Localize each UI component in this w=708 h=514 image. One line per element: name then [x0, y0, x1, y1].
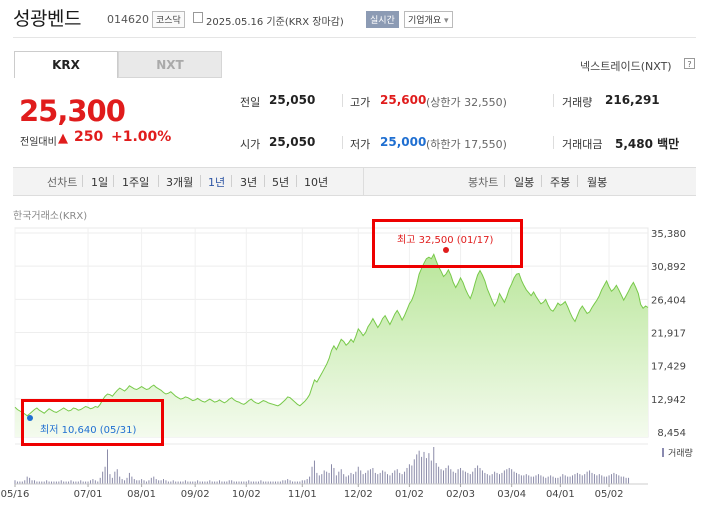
tab-krx[interactable]: KRX: [14, 51, 118, 78]
chevron-down-icon: ▾: [444, 16, 449, 26]
company-info-label: 기업개요: [408, 16, 442, 26]
volume-label: 거래량: [562, 96, 593, 109]
period-1y[interactable]: 1년: [208, 176, 226, 189]
period-3m[interactable]: 3개월: [166, 176, 194, 189]
low-label: 저가: [350, 138, 371, 151]
chart-toolbar: [13, 167, 696, 196]
company-info-button[interactable]: 기업개요 ▾: [404, 11, 453, 28]
stat-divider: [342, 136, 343, 149]
prev-close-value: 25,050: [269, 93, 316, 107]
realtime-button[interactable]: 실시간: [366, 11, 399, 28]
market-badge: 코스닥: [152, 11, 185, 28]
min-point: [27, 415, 33, 421]
nxt-link[interactable]: 넥스트레이드(NXT): [580, 60, 672, 73]
y-tick-label: 35,380: [651, 229, 686, 240]
y-tick-label: 8,454: [657, 428, 686, 439]
candle-monthly[interactable]: 월봉: [587, 176, 608, 189]
high-label: 고가: [350, 96, 371, 109]
y-tick-label: 17,429: [651, 362, 686, 373]
change-label: 전일대비: [20, 137, 57, 148]
toolbar-divider: [577, 175, 578, 187]
prev-close-label: 전일: [240, 96, 261, 109]
tab-nxt[interactable]: NXT: [118, 51, 222, 78]
y-tick-label: 21,917: [651, 329, 686, 340]
toolbar-divider: [158, 175, 159, 187]
open-label: 시가: [240, 138, 261, 151]
price-line: [14, 253, 649, 417]
y-tick-label: 30,892: [651, 262, 686, 273]
x-tick-label: 05/16: [1, 489, 30, 500]
period-10y[interactable]: 10년: [304, 176, 329, 189]
x-tick-label: 08/01: [127, 489, 156, 500]
upper-limit: (상한가 32,550): [426, 96, 507, 109]
toolbar-divider: [504, 175, 505, 187]
stock-name: 성광벤드: [13, 8, 81, 30]
volume-value: 216,291: [605, 93, 660, 107]
x-tick-label: 04/01: [546, 489, 575, 500]
max-label: 최고 32,500 (01/17): [397, 234, 493, 246]
x-axis: 05/16 07/01 08/01 09/02 10/02 11/01 12/02 01/02…: [1, 484, 624, 500]
base-date: 2025.05.16 기준(KRX 장마감): [206, 17, 344, 28]
period-5y[interactable]: 5년: [272, 176, 290, 189]
candle-weekly[interactable]: 주봉: [550, 176, 571, 189]
max-point: [443, 247, 449, 253]
toolbar-divider: [231, 175, 232, 187]
calendar-icon: [193, 12, 203, 23]
stock-code: 014620: [107, 13, 149, 26]
y-tick-label: 26,404: [651, 295, 686, 306]
y-axis: 35,380 30,892 26,404 21,917 17,429 12,942 8,45…: [651, 229, 686, 439]
x-tick-label: 09/02: [181, 489, 210, 500]
min-highlight-box: [21, 399, 164, 446]
open-value: 25,050: [269, 135, 316, 149]
volume-bars: [14, 443, 648, 485]
x-tick-label: 10/02: [232, 489, 261, 500]
min-label: 최저 10,640 (05/31): [40, 424, 136, 436]
amount-value: 5,480 백만: [615, 137, 680, 151]
x-tick-label: 03/04: [497, 489, 526, 500]
x-tick-label: 12/02: [344, 489, 373, 500]
stat-divider: [342, 94, 343, 107]
up-arrow-icon: ▲: [58, 131, 68, 146]
candle-chart-label: 봉차트: [468, 176, 499, 189]
x-tick-label: 11/01: [288, 489, 317, 500]
toolbar-divider: [264, 175, 265, 187]
toolbar-divider: [82, 175, 83, 187]
stat-divider: [553, 136, 554, 149]
y-tick-label: 12,942: [651, 395, 686, 406]
line-chart-label: 선차트: [47, 176, 78, 189]
low-value: 25,000: [380, 135, 427, 149]
period-3y[interactable]: 3년: [240, 176, 258, 189]
price-area: [15, 254, 648, 437]
change-percent: +1.00%: [111, 129, 172, 145]
toolbar-divider: [113, 175, 114, 187]
help-icon[interactable]: ?: [684, 58, 695, 69]
x-tick-label: 01/02: [395, 489, 424, 500]
exchange-label: 한국거래소(KRX): [13, 211, 88, 222]
change-value: 250: [74, 129, 104, 145]
lower-limit: (하한가 17,550): [426, 138, 507, 151]
high-value: 25,600: [380, 93, 427, 107]
header-divider: [13, 37, 696, 38]
stat-divider: [553, 94, 554, 107]
toolbar-group-divider: [363, 168, 364, 195]
x-tick-label: 05/02: [595, 489, 624, 500]
period-1d[interactable]: 1일: [91, 176, 109, 189]
x-tick-label: 07/01: [74, 489, 103, 500]
x-tick-label: 02/03: [446, 489, 475, 500]
current-price: 25,300: [19, 94, 126, 128]
toolbar-divider: [541, 175, 542, 187]
period-1w[interactable]: 1주일: [122, 176, 150, 189]
candle-daily[interactable]: 일봉: [514, 176, 535, 189]
toolbar-divider: [296, 175, 297, 187]
volume-legend: 거래량: [668, 447, 693, 459]
max-highlight-box: [372, 219, 523, 268]
toolbar-divider: [200, 175, 201, 187]
amount-label: 거래대금: [562, 138, 603, 151]
